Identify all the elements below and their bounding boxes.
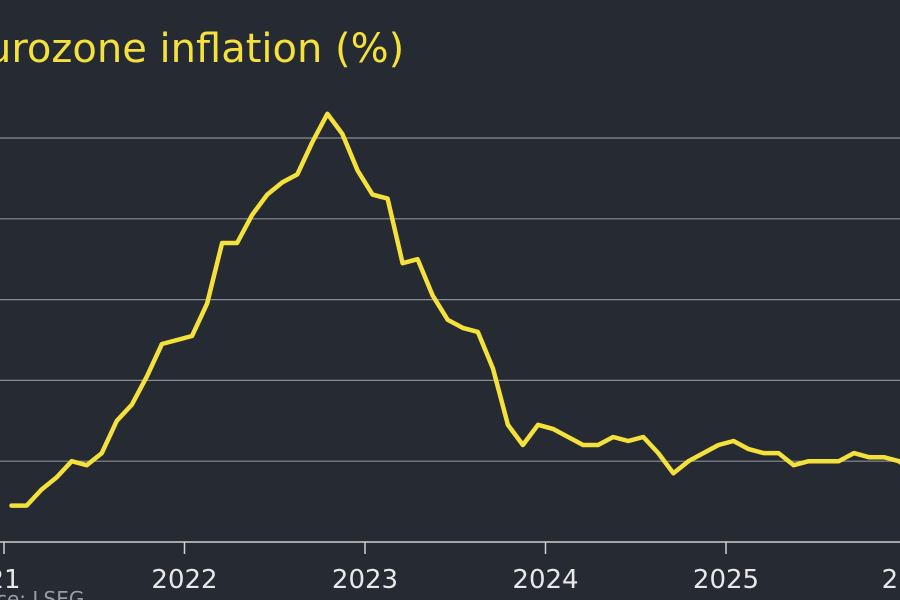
x-tick-label: 202 <box>882 565 900 595</box>
chart-title: urozone inflation (%) <box>0 26 405 72</box>
x-tick-label: 2024 <box>512 565 578 595</box>
x-tick-label: 2022 <box>151 565 217 595</box>
x-tick-label: 2025 <box>693 565 759 595</box>
series-line <box>9 111 900 508</box>
x-tick-label: 2023 <box>332 565 398 595</box>
source-note: ce: LSEG <box>0 587 84 600</box>
x-tick-label: 21 <box>0 565 21 595</box>
